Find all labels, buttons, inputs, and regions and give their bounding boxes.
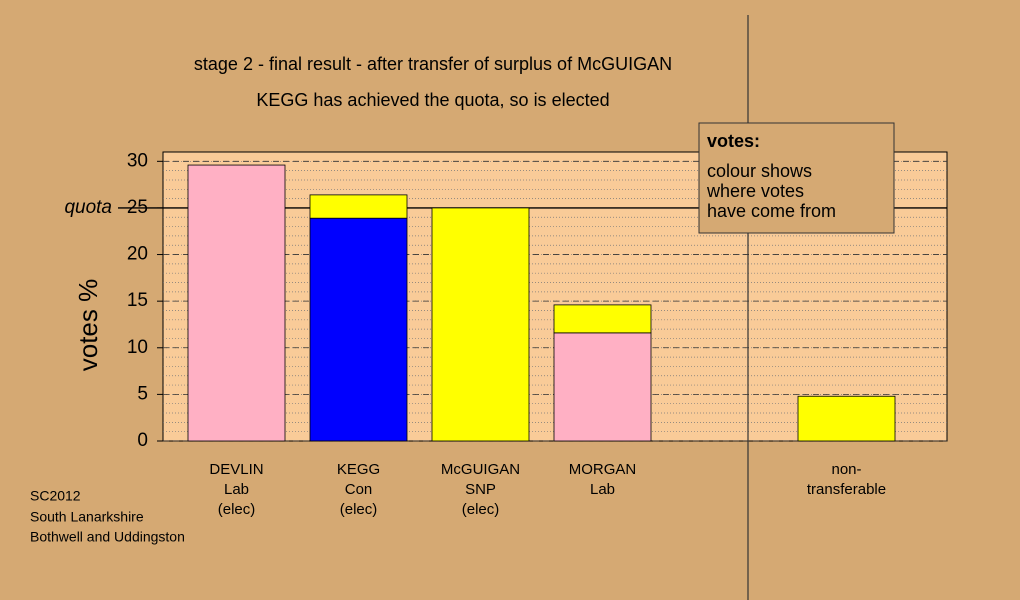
y-tick-label: 15 xyxy=(127,290,148,311)
legend-title: votes: xyxy=(707,131,760,151)
x-tick-label: non- xyxy=(831,461,861,478)
chart-title: stage 2 - final result - after transfer … xyxy=(194,54,672,74)
y-tick-label: 10 xyxy=(127,337,148,358)
bar-segment xyxy=(309,194,408,219)
x-tick-label: (elec) xyxy=(462,501,500,518)
x-tick-label: McGUIGAN xyxy=(441,461,520,478)
bar-segment xyxy=(553,332,652,442)
bar-segment xyxy=(309,217,408,442)
legend-text: have come from xyxy=(707,201,836,221)
y-tick-label: 20 xyxy=(127,244,148,265)
note: SC2012 xyxy=(30,488,81,504)
marks: 051015202530quotaDEVLINLab(elec)KEGGCon(… xyxy=(64,150,947,518)
x-tick-label: (elec) xyxy=(218,501,256,518)
chart-subtitle: KEGG has achieved the quota, so is elect… xyxy=(256,90,609,110)
note: Bothwell and Uddingston xyxy=(30,529,185,545)
x-tick-label: MORGAN xyxy=(569,461,637,478)
bar-segment xyxy=(431,207,530,442)
x-tick-label: (elec) xyxy=(340,501,378,518)
x-tick-label: DEVLIN xyxy=(209,461,263,478)
legend-text: colour shows xyxy=(707,161,812,181)
y-axis-label: votes % xyxy=(73,279,103,372)
x-tick-label: transferable xyxy=(807,481,886,498)
x-tick-label: SNP xyxy=(465,481,496,498)
legend-text: where votes xyxy=(706,181,804,201)
x-tick-label: Con xyxy=(345,481,373,498)
quota-label: quota xyxy=(64,197,112,218)
y-tick-label: 30 xyxy=(127,150,148,171)
note: South Lanarkshire xyxy=(30,509,144,525)
bar-segment xyxy=(553,304,652,334)
legend-box xyxy=(698,122,895,234)
x-tick-label: Lab xyxy=(590,481,615,498)
x-tick-label: KEGG xyxy=(337,461,380,478)
x-tick-label: Lab xyxy=(224,481,249,498)
y-tick-label: 0 xyxy=(137,430,148,451)
bar-segment xyxy=(187,164,286,442)
bar-segment xyxy=(797,395,896,442)
y-tick-label: 5 xyxy=(137,383,148,404)
